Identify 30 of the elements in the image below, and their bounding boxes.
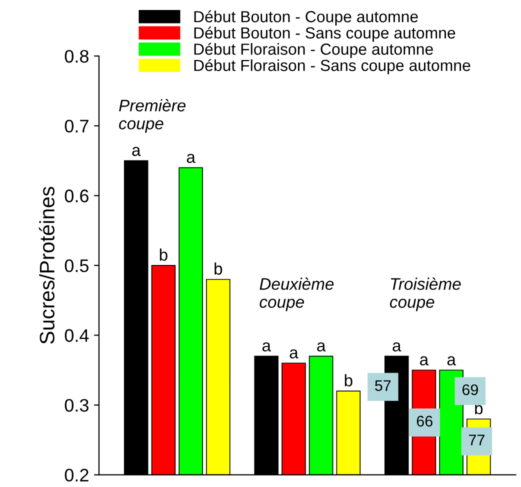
y-tick-label: 0.3 (64, 398, 88, 412)
y-tick-label: 0.7 (64, 120, 88, 133)
annotation: Troisième coupe (390, 277, 461, 312)
legend-label: Début Bouton - Coupe automne (194, 10, 418, 26)
annotation: 66 (416, 416, 432, 427)
data-label: a (317, 342, 326, 352)
data-label: a (262, 342, 271, 352)
legend-label: Début Bouton - Sans coupe automne (194, 26, 456, 42)
y-tick-label: 0.2 (64, 468, 88, 482)
data-label: a (132, 146, 141, 156)
data-label: a (290, 349, 298, 358)
data-label: a (186, 154, 196, 164)
annotation: Première coupe (119, 99, 186, 133)
data-label: b (214, 262, 222, 275)
legend-label: Début Floraison - Sans coupe automne (194, 59, 470, 74)
annotation: 69 (462, 384, 478, 396)
data-label: a (392, 342, 402, 352)
data-label: a (447, 356, 456, 366)
data-label: b (344, 374, 352, 386)
y-tick-label: 0.6 (64, 190, 88, 202)
y-tick-label: 0.8 (64, 50, 88, 63)
y-tick-label: 0.4 (64, 329, 89, 342)
y-axis-title: Sucres/Protéines (38, 186, 54, 344)
annotation: Deuxième coupe (260, 277, 334, 312)
y-tick-label: 0.5 (64, 259, 89, 272)
annotation: 57 (375, 380, 391, 391)
data-label: a (420, 356, 429, 366)
annotation: 77 (469, 434, 484, 446)
data-label: b (160, 248, 168, 261)
legend-label: Début Floraison - Coupe automne (194, 42, 433, 58)
